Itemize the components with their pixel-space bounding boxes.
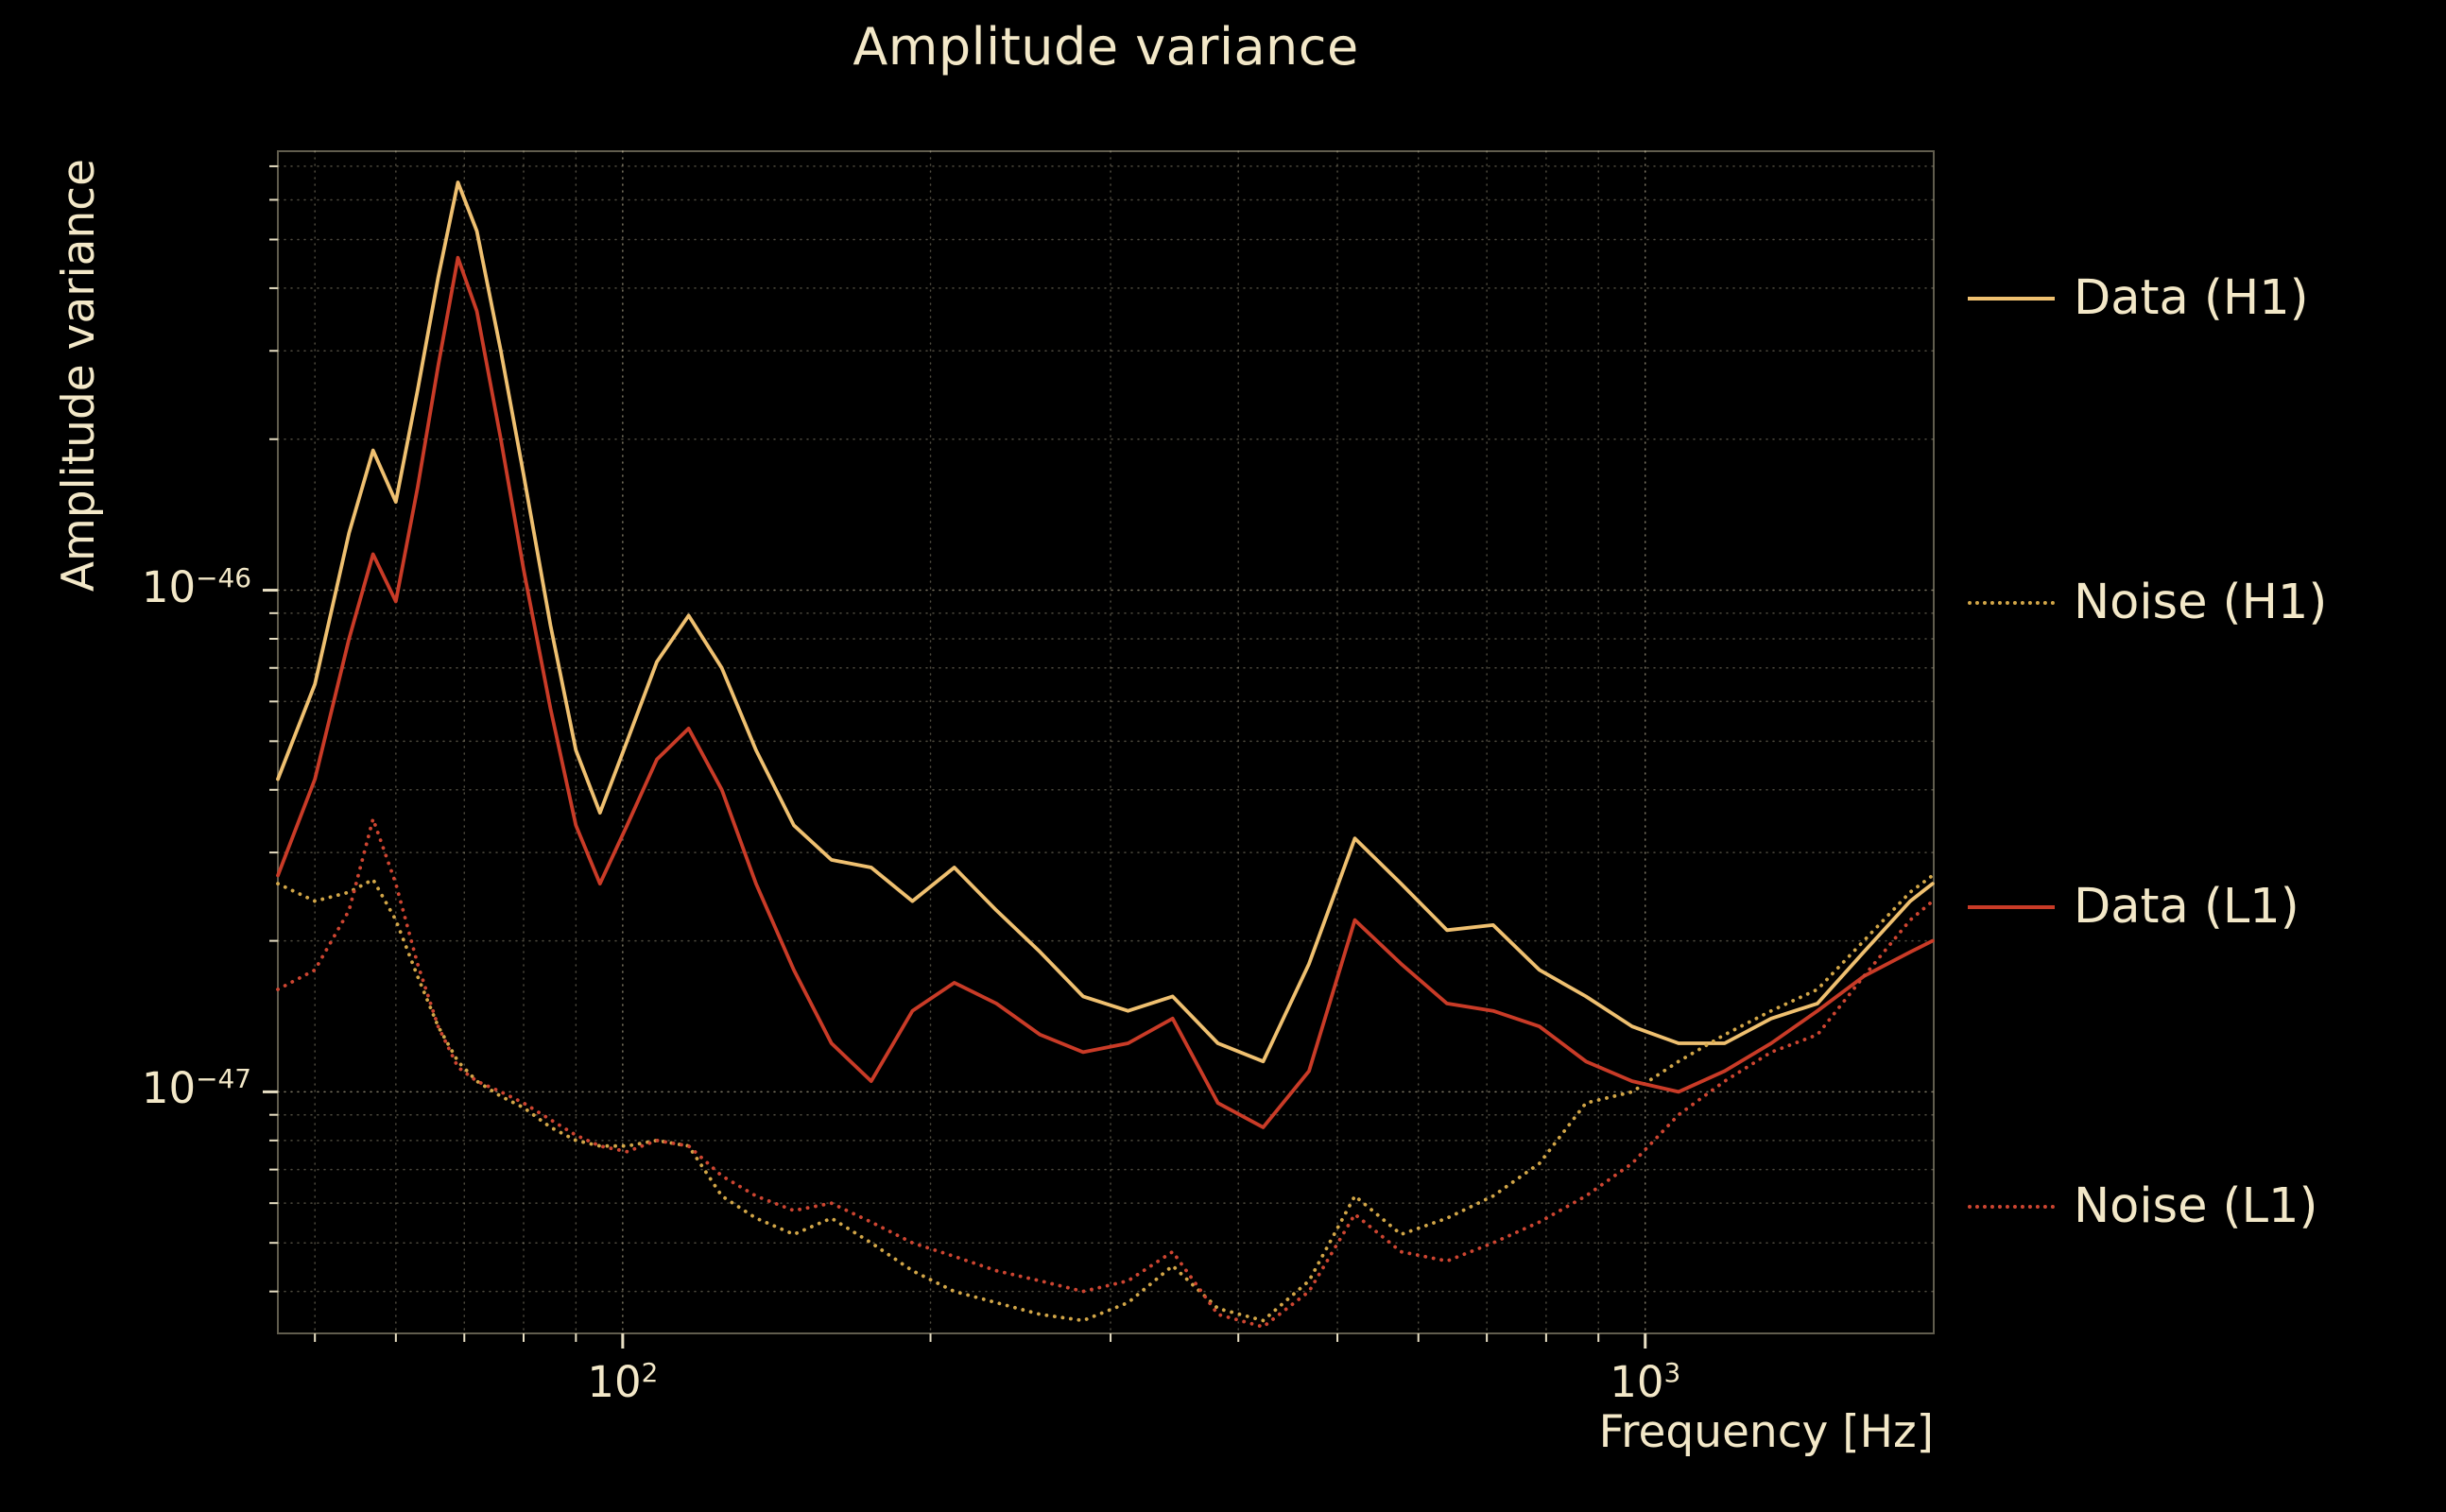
legend-item-data-h1: Data (H1) (1968, 270, 2309, 326)
legend-label-noise-h1: Noise (H1) (2074, 575, 2328, 630)
chart-title: Amplitude variance (853, 17, 1359, 77)
legend-label-noise-l1: Noise (L1) (2074, 1178, 2318, 1234)
legend-line-sample-data-h1 (1968, 296, 2055, 301)
series-line-data-h1 (276, 180, 1935, 1064)
legend-line-sample-noise-l1 (1968, 1204, 2055, 1209)
y-axis-label: Amplitude variance (53, 159, 105, 593)
legend-label-data-h1: Data (H1) (2074, 270, 2309, 326)
plot-frame (277, 150, 1935, 1334)
legend-line-sample-data-l1 (1968, 904, 2055, 909)
x-tick-label-1000: 103 (1610, 1357, 1681, 1407)
legend-item-data-l1: Data (L1) (1968, 879, 2300, 935)
x-tick-label-100: 102 (587, 1357, 659, 1407)
y-tick-label-1e-47: 10−47 (141, 1063, 251, 1114)
series-line-data-l1 (276, 255, 1935, 1129)
series-line-noise-h1 (276, 873, 1935, 1323)
x-axis-label: Frequency [Hz] (1598, 1406, 1934, 1458)
series-line-noise-l1 (276, 816, 1935, 1329)
legend-line-sample-noise-h1 (1968, 600, 2055, 605)
legend-label-data-l1: Data (L1) (2074, 879, 2300, 935)
legend-item-noise-l1: Noise (L1) (1968, 1178, 2317, 1234)
y-tick-label-1e-46: 10−46 (141, 561, 251, 612)
legend-item-noise-h1: Noise (H1) (1968, 575, 2327, 630)
